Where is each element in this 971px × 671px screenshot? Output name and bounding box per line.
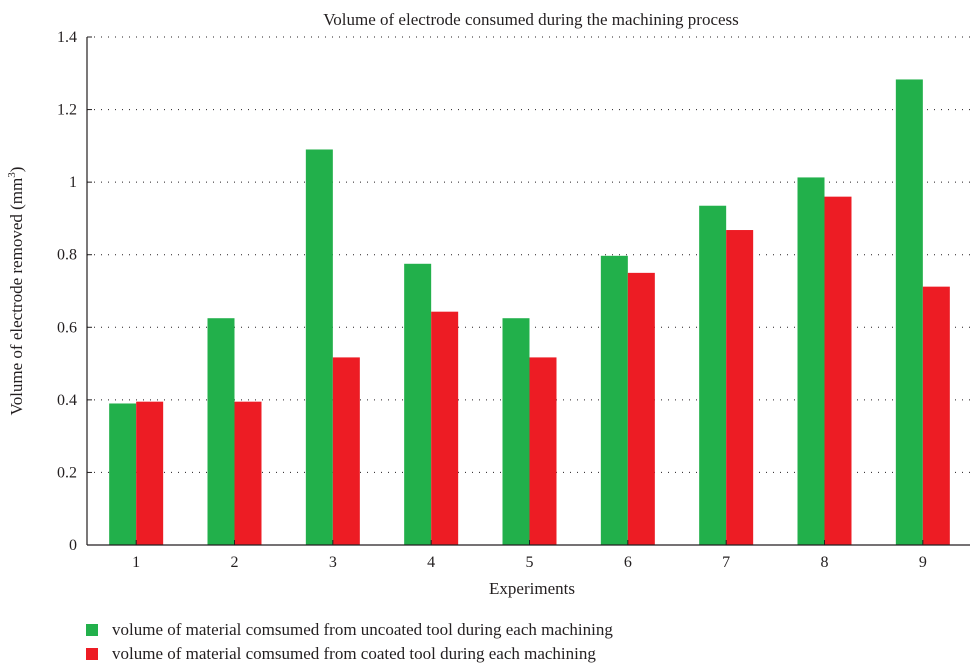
x-tick-label: 9 [919, 554, 927, 571]
bar-coated-9 [922, 286, 950, 545]
x-tick-label: 4 [427, 554, 435, 571]
y-axis-label: Volume of electrode removed (mm3) [6, 167, 26, 416]
y-tick-label: 1.2 [57, 102, 77, 119]
bar-uncoated-1 [109, 403, 137, 545]
bar-coated-4 [431, 311, 459, 545]
bar-coated-8 [824, 196, 852, 545]
bar-uncoated-6 [600, 255, 628, 545]
x-tick-label: 6 [624, 554, 632, 571]
legend: volume of material comsumed from uncoate… [86, 618, 613, 666]
y-tick-label: 1.4 [57, 29, 77, 46]
bar-uncoated-2 [207, 318, 235, 545]
legend-label-uncoated: volume of material comsumed from uncoate… [112, 620, 613, 639]
legend-swatch-uncoated [86, 624, 98, 636]
legend-label-coated: volume of material comsumed from coated … [112, 644, 596, 663]
x-tick-label: 3 [329, 554, 337, 571]
bar-coated-2 [234, 401, 262, 545]
y-tick-label: 0.2 [57, 464, 77, 481]
x-tick-label: 1 [132, 554, 140, 571]
x-axis-label: Experiments [489, 579, 575, 598]
legend-item-uncoated: volume of material comsumed from uncoate… [86, 618, 613, 642]
y-tick-label: 0.6 [57, 319, 77, 336]
axes [86, 36, 970, 546]
y-axis-label-main: Volume of electrode removed (mm [7, 178, 26, 416]
bar-uncoated-8 [797, 177, 825, 545]
chart-title: Volume of electrode consumed during the … [323, 10, 739, 29]
y-tick-labels: 0 0.2 0.4 0.6 0.8 1 1.2 1.4 [57, 29, 77, 554]
y-tick-label: 0.4 [57, 392, 77, 409]
x-tick-label: 8 [821, 554, 829, 571]
x-tick-label: 7 [722, 554, 730, 571]
y-axis-label-superscript: 3 [6, 172, 18, 178]
bar-uncoated-9 [895, 79, 923, 545]
bars [109, 79, 950, 546]
bar-uncoated-5 [502, 318, 530, 545]
x-tick-label: 5 [526, 554, 534, 571]
bar-uncoated-3 [305, 149, 333, 545]
bar-coated-3 [332, 357, 360, 545]
x-tick-label: 2 [231, 554, 239, 571]
y-tick-label: 0 [69, 537, 77, 554]
bar-coated-5 [529, 357, 557, 545]
bar-coated-1 [136, 401, 164, 545]
bar-coated-7 [726, 230, 754, 546]
y-tick-label: 1 [69, 174, 77, 191]
bar-uncoated-4 [404, 263, 432, 545]
bar-coated-6 [627, 272, 655, 545]
y-tick-label: 0.8 [57, 247, 77, 264]
legend-item-coated: volume of material comsumed from coated … [86, 642, 613, 666]
legend-swatch-coated [86, 648, 98, 660]
bar-uncoated-7 [699, 205, 727, 545]
y-axis-label-close: ) [7, 167, 26, 173]
x-tick-labels: 1 2 3 4 5 6 7 8 9 [132, 554, 927, 571]
